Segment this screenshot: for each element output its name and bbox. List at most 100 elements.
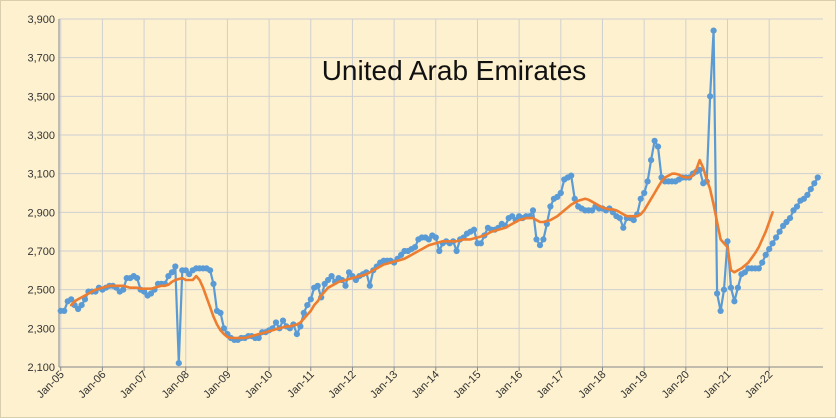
data-point [477,240,484,247]
x-tick-label: Jan-12 [326,369,358,401]
x-tick-label: Jan-11 [285,369,317,401]
data-point [717,307,724,314]
data-point [654,143,662,150]
data-point [304,302,311,309]
data-point [411,244,419,251]
data-point [272,319,280,326]
data-point [811,180,818,187]
x-tick-label: Jan-22 [743,369,775,401]
x-tick-label: Jan-21 [701,369,733,401]
data-point [217,309,224,316]
data-point [210,280,217,287]
data-point [766,246,773,253]
data-point [307,296,314,303]
y-tick-label: 2,900 [27,207,55,219]
data-point [731,298,738,305]
data-point [78,302,85,309]
data-point [366,282,373,289]
data-point [168,269,175,276]
data-point [773,234,780,241]
y-tick-label: 2,100 [27,362,55,374]
x-tick-label: Jan-15 [451,369,483,401]
series-layer [57,27,821,367]
data-point [724,238,731,245]
data-point [734,284,742,291]
data-point [727,284,735,291]
x-tick-label: Jan-07 [118,369,150,401]
x-tick-label: Jan-18 [576,369,608,401]
data-point [68,296,75,303]
data-point [220,325,228,332]
x-tick-label: Jan-16 [493,369,525,401]
data-point [61,307,68,314]
data-point [755,265,762,272]
data-point [776,228,783,235]
series-average-line [69,158,774,340]
y-tick-label: 3,500 [27,91,55,103]
chart-title: United Arab Emirates [322,55,587,86]
data-point [696,166,703,173]
data-point [641,189,648,197]
x-tick-label: Jan-06 [76,369,108,401]
data-point [620,224,627,231]
data-point [432,234,439,241]
data-point [279,317,287,324]
y-tick-label: 2,300 [27,323,55,335]
data-point [470,226,478,233]
y-tick-label: 3,100 [27,169,55,181]
data-point [651,137,658,144]
data-point [342,282,349,289]
data-point [804,191,811,198]
data-point [120,286,127,293]
y-tick-label: 3,900 [27,14,55,26]
data-point [134,275,141,282]
data-point [786,215,794,222]
y-tick-label: 2,700 [27,246,55,258]
x-tick-label: Jan-10 [243,369,275,401]
x-tick-label: Jan-19 [618,369,650,401]
x-tick-label: Jan-09 [201,369,233,401]
data-point [255,334,262,342]
data-point [536,242,544,249]
data-point [175,360,182,367]
data-point [172,263,179,270]
x-tick-label: Jan-14 [410,369,442,401]
data-point [720,286,728,293]
data-point [710,27,717,34]
x-tick-label: Jan-20 [660,369,692,401]
data-point [568,172,575,179]
y-tick-label: 3,300 [27,130,55,142]
data-point [300,309,307,316]
data-point [793,203,801,210]
data-point [616,215,623,222]
data-point [533,236,540,243]
data-point [814,174,821,181]
y-tick-label: 3,700 [27,53,55,65]
data-point [759,259,766,266]
data-point [293,331,300,338]
x-tick-label: Jan-08 [160,369,192,401]
data-point [328,273,335,280]
data-point [714,290,721,297]
data-point [547,203,554,210]
data-point [769,240,776,247]
data-point [453,247,460,255]
data-point [540,236,547,243]
data-point [436,247,443,255]
data-point [314,282,321,289]
data-point [637,195,644,202]
data-point [807,186,814,193]
data-point [207,267,214,274]
data-point [644,178,651,185]
x-tick-label: Jan-17 [535,369,567,401]
data-point [557,189,564,197]
data-point [707,93,714,100]
data-point [529,207,537,214]
x-tick-label: Jan-13 [368,369,400,401]
y-tick-label: 2,500 [27,285,55,297]
data-point [648,157,655,164]
data-point [762,251,769,258]
data-point [630,217,637,224]
